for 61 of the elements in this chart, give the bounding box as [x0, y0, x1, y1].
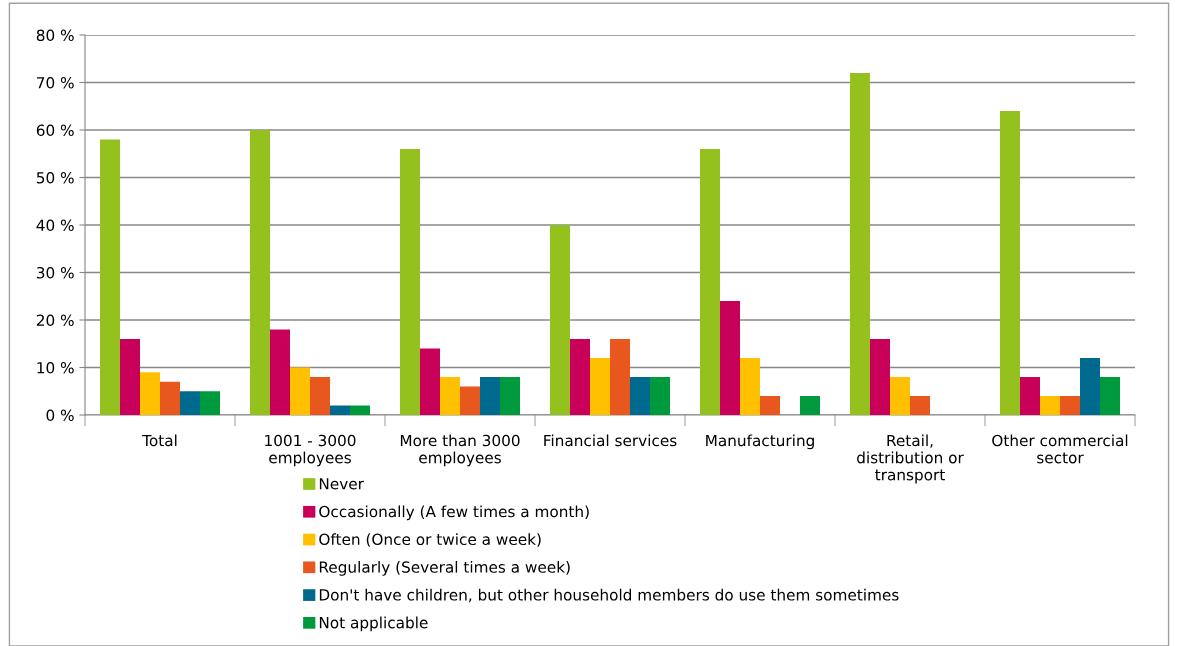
bar [550, 225, 570, 415]
bar [1080, 358, 1100, 415]
bar [120, 339, 140, 415]
x-tick-label: More than 3000 employees [400, 434, 520, 467]
bar [630, 377, 650, 415]
y-tick-label: 40 % [36, 219, 74, 232]
bar [1100, 377, 1120, 415]
bar [700, 149, 720, 415]
bar [310, 377, 330, 415]
bar [760, 396, 780, 415]
bar [570, 339, 590, 415]
bar [870, 339, 890, 415]
bar [1020, 377, 1040, 415]
bar [160, 381, 180, 415]
bar [100, 139, 120, 415]
bar [460, 386, 480, 415]
legend-label: Don't have children, but other household members do use them sometimes [319, 588, 899, 603]
bar [200, 391, 220, 415]
legend-label: Occasionally (A few times a month) [319, 505, 589, 521]
bar [480, 377, 500, 415]
x-tick-label: Other commercial sector [992, 434, 1128, 464]
legend-label: Often (Once or twice a week) [319, 533, 541, 547]
bar [500, 377, 520, 415]
bar [850, 73, 870, 415]
bar [250, 130, 270, 415]
y-tick-label: 0 % [46, 409, 74, 422]
legend-label: Regularly (Several times a week) [319, 561, 570, 576]
bar [590, 358, 610, 415]
bar [440, 377, 460, 415]
y-tick-label: 30 % [36, 266, 74, 279]
y-tick-label: 60 % [36, 124, 74, 137]
bar [910, 396, 930, 415]
bar [140, 372, 160, 415]
legend-label: Never [319, 478, 364, 490]
bar [180, 391, 200, 415]
bar [1040, 396, 1060, 415]
bar [290, 367, 310, 415]
bar [420, 348, 440, 415]
bar [350, 405, 370, 415]
x-tick-label: Financial services [544, 434, 677, 447]
y-tick-label: 20 % [36, 314, 74, 327]
bar [720, 301, 740, 415]
x-tick-label: Manufacturing [706, 434, 814, 450]
y-tick-label: 10 % [37, 361, 74, 374]
x-tick-label: Retail, distribution or transport [857, 434, 964, 484]
bar [1000, 111, 1020, 415]
bar [270, 329, 290, 415]
bar [330, 405, 350, 415]
x-tick-label: 1001 - 3000 employees [265, 434, 356, 467]
legend-label: Not applicable [319, 616, 428, 632]
bar [650, 377, 670, 415]
bar [740, 358, 760, 415]
y-tick-label: 70 % [37, 76, 74, 89]
bar [400, 149, 420, 415]
y-tick-label: 50 % [36, 171, 74, 184]
bar [1060, 396, 1080, 415]
y-tick-label: 80 % [36, 29, 74, 42]
bar [890, 377, 910, 415]
bar [800, 396, 820, 415]
x-tick-label: Total [142, 434, 177, 447]
bar [610, 339, 630, 415]
